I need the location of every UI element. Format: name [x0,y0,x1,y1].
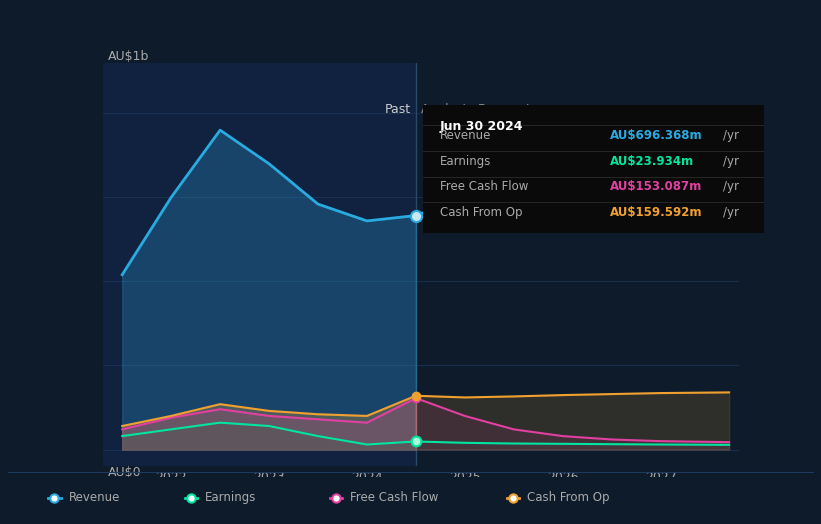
Text: /yr: /yr [722,155,739,168]
Bar [416,63,739,466]
Text: Jun 30 2024: Jun 30 2024 [440,120,523,133]
Text: Analysts Forecasts: Analysts Forecasts [420,103,537,116]
Bar [103,63,416,466]
Text: AU$153.087m: AU$153.087m [610,180,703,193]
Text: /yr: /yr [722,180,739,193]
Text: AU$1b: AU$1b [108,50,149,63]
Text: Cash From Op: Cash From Op [527,492,610,504]
Text: Free Cash Flow: Free Cash Flow [351,492,438,504]
Text: AU$0: AU$0 [108,466,141,479]
Text: /yr: /yr [722,129,739,142]
Text: Past: Past [385,103,411,116]
Text: AU$23.934m: AU$23.934m [610,155,695,168]
Text: Free Cash Flow: Free Cash Flow [440,180,528,193]
Text: /yr: /yr [722,206,739,219]
Text: AU$696.368m: AU$696.368m [610,129,703,142]
Text: Revenue: Revenue [69,492,120,504]
Text: AU$159.592m: AU$159.592m [610,206,703,219]
Text: Revenue: Revenue [440,129,491,142]
Text: Cash From Op: Cash From Op [440,206,522,219]
Text: Earnings: Earnings [205,492,257,504]
Text: Earnings: Earnings [440,155,491,168]
